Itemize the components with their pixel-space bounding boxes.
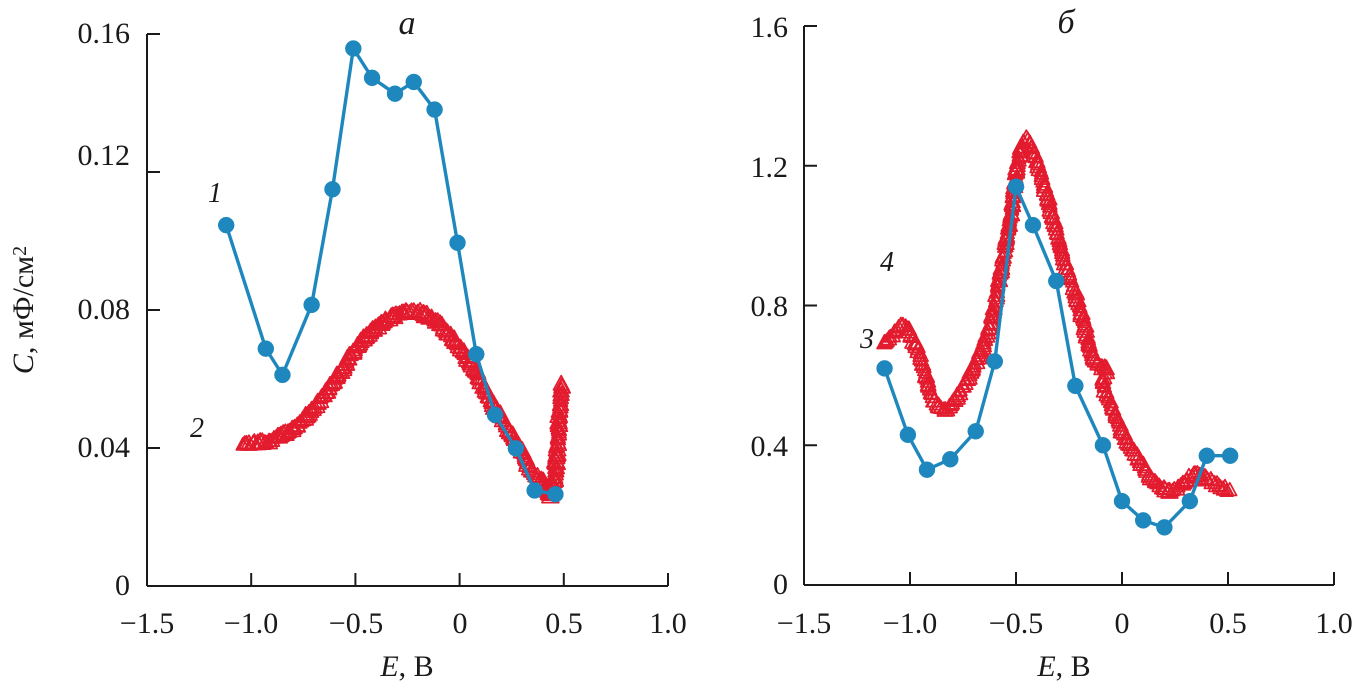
svg-text:a: a	[399, 5, 416, 42]
svg-text:0: 0	[453, 607, 468, 640]
svg-text:1.6: 1.6	[751, 11, 789, 44]
svg-text:−0.5: −0.5	[989, 607, 1043, 640]
svg-text:0: 0	[1115, 607, 1130, 640]
svg-text:E, В: E, В	[1036, 650, 1090, 683]
svg-text:0.5: 0.5	[545, 607, 583, 640]
svg-text:0: 0	[115, 569, 130, 602]
svg-text:0: 0	[773, 568, 788, 601]
svg-text:E, В: E, В	[379, 650, 433, 683]
svg-text:1.0: 1.0	[649, 607, 687, 640]
svg-text:0.4: 0.4	[751, 430, 789, 463]
svg-text:0.12: 0.12	[78, 139, 131, 172]
svg-text:1.0: 1.0	[1315, 607, 1353, 640]
svg-text:2: 2	[190, 413, 204, 444]
svg-text:б: б	[1057, 4, 1076, 41]
svg-text:1.2: 1.2	[751, 151, 789, 184]
svg-text:−0.5: −0.5	[329, 607, 383, 640]
svg-text:3: 3	[859, 324, 874, 355]
svg-text:4: 4	[880, 247, 894, 278]
svg-text:−1.0: −1.0	[883, 607, 937, 640]
svg-text:−1.0: −1.0	[224, 607, 278, 640]
svg-text:−1.5: −1.5	[777, 607, 831, 640]
svg-text:0.04: 0.04	[78, 431, 131, 464]
svg-text:0.08: 0.08	[78, 293, 131, 326]
svg-text:0.8: 0.8	[751, 290, 789, 323]
svg-text:0.5: 0.5	[1209, 607, 1247, 640]
svg-text:0.16: 0.16	[78, 17, 131, 50]
svg-text:−1.5: −1.5	[120, 607, 174, 640]
svg-text:C, мФ/см2: C, мФ/см2	[7, 246, 40, 374]
svg-text:1: 1	[208, 178, 222, 209]
